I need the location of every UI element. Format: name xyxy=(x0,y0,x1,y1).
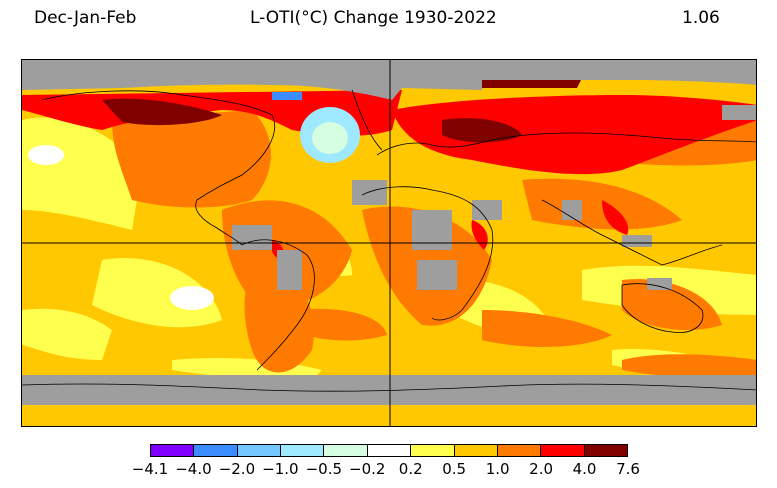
colorbar-tick-label: 0.2 xyxy=(398,460,423,478)
colorbar-tick-label: −0.2 xyxy=(349,460,386,478)
colorbar-tick-label: 7.6 xyxy=(616,460,640,478)
colorbar-segment xyxy=(454,445,498,456)
colorbar-segment xyxy=(194,445,238,456)
colorbar-tick-label: −2.0 xyxy=(218,460,256,478)
colorbar-tick-label: 0.5 xyxy=(442,460,467,478)
colorbar-segment xyxy=(584,445,627,456)
colorbar-tick-label: −0.5 xyxy=(305,460,343,478)
colorbar-tick-label: 1.0 xyxy=(485,460,510,478)
colorbar-segment xyxy=(541,445,585,456)
colorbar-tick-label: −4.1 xyxy=(131,460,169,478)
colorbar-segment xyxy=(497,445,542,456)
colorbar-segment xyxy=(411,445,455,456)
colorbar-segment xyxy=(281,445,325,456)
colorbar-tick-label: −4.0 xyxy=(175,460,212,478)
season-label: Dec-Jan-Feb xyxy=(34,8,137,28)
colorbar-tick-label: 4.0 xyxy=(572,460,597,478)
colorbar-tick-label: −1.0 xyxy=(262,460,299,478)
legend-colorbar xyxy=(150,444,628,457)
colorbar-segment xyxy=(151,445,195,456)
coastlines xyxy=(22,89,756,392)
southern-ocean-band xyxy=(22,405,756,426)
global-mean-value: 1.06 xyxy=(682,8,720,28)
temperature-change-map xyxy=(21,59,757,427)
colorbar-segment xyxy=(237,445,282,456)
map-title: L-OTI(°C) Change 1930-2022 xyxy=(250,8,497,28)
colorbar-tick-label: 2.0 xyxy=(529,460,554,478)
colorbar-segment xyxy=(324,445,368,456)
colorbar-segment xyxy=(367,445,412,456)
